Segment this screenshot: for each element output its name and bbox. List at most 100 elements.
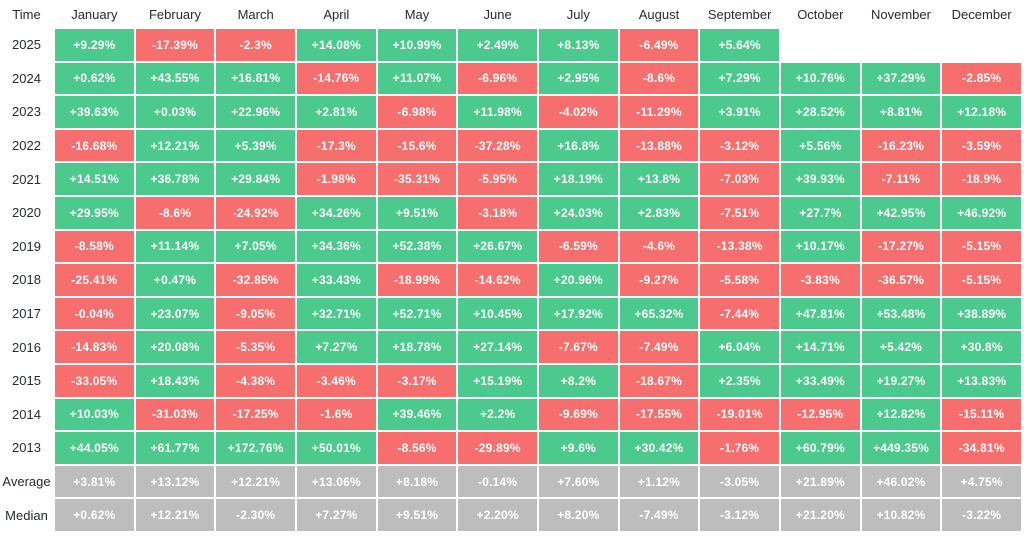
heatmap-cell: -8.58% [55, 230, 134, 263]
heatmap-cell: +50.01% [296, 432, 376, 464]
heatmap-cell: +12.82% [861, 398, 941, 431]
column-header-november: November [871, 6, 931, 22]
heatmap-cell: +0.47% [135, 264, 215, 296]
heatmap-cell: +10.99% [377, 29, 457, 61]
heatmap-cell: +6.04% [700, 331, 779, 363]
heatmap-cell: +9.51% [377, 197, 457, 229]
heatmap-cell: -31.03% [135, 398, 215, 431]
heatmap-cell: +14.71% [780, 331, 860, 363]
heatmap-cell: -19.01% [700, 398, 779, 431]
heatmap-cell: +24.03% [538, 197, 618, 229]
heatmap-cell: -36.57% [861, 264, 941, 296]
heatmap-cell: +12.21% [135, 129, 215, 162]
heatmap-cell: +13.83% [942, 365, 1021, 397]
heatmap-cell: +14.51% [55, 163, 134, 195]
heatmap-cell: -7.49% [619, 331, 699, 363]
heatmap-cell: -4.38% [216, 365, 295, 397]
heatmap-cell: +18.78% [377, 331, 457, 363]
heatmap-cell: -17.27% [861, 230, 941, 263]
column-header-august: August [638, 6, 680, 22]
heatmap-cell: +11.98% [458, 96, 537, 128]
year-row-label: 2024 [12, 70, 41, 86]
heatmap-cell: -18.99% [377, 264, 457, 296]
heatmap-cell: +7.29% [700, 62, 779, 95]
heatmap-cell: +5.42% [861, 331, 941, 363]
heatmap-cell: +2.20% [458, 499, 537, 531]
heatmap-cell: +9.51% [377, 499, 457, 531]
heatmap-cell: +5.39% [216, 129, 295, 162]
year-row-label: 2013 [12, 440, 41, 456]
heatmap-cell: -18.67% [619, 365, 699, 397]
heatmap-cell: +10.17% [780, 230, 860, 263]
heatmap-cell: -15.6% [377, 129, 457, 162]
heatmap-cell: +34.26% [296, 197, 376, 229]
heatmap-cell: +46.02% [861, 465, 941, 498]
heatmap-cell: +27.14% [458, 331, 537, 363]
heatmap-cell: -0.14% [458, 465, 537, 498]
heatmap-cell: -13.88% [619, 129, 699, 162]
heatmap-cell: -1.98% [296, 163, 376, 195]
heatmap-cell: -5.15% [942, 230, 1021, 263]
heatmap-cell: -3.83% [780, 264, 860, 296]
heatmap-cell: -7.03% [700, 163, 779, 195]
heatmap-cell: +28.52% [780, 96, 860, 128]
heatmap-cell: -2.30% [216, 499, 295, 531]
heatmap-cell: +12.21% [216, 465, 295, 498]
heatmap-cell: -3.59% [942, 129, 1021, 162]
column-header-april: April [323, 6, 350, 22]
heatmap-cell: -17.25% [216, 398, 295, 431]
heatmap-cell [781, 29, 860, 61]
year-row-label: 2019 [12, 238, 41, 254]
heatmap-cell: +47.81% [780, 297, 860, 330]
heatmap-cell: -9.05% [216, 297, 295, 330]
heatmap-cell: +19.27% [861, 365, 941, 397]
heatmap-cell: +10.45% [458, 297, 537, 330]
heatmap-cell: +53.48% [861, 297, 941, 330]
heatmap-cell: +13.8% [619, 163, 699, 195]
heatmap-cell: +1.12% [619, 465, 699, 498]
heatmap-cell: -14.62% [458, 264, 537, 296]
heatmap-cell: +3.81% [55, 465, 134, 498]
heatmap-cell: +39.46% [377, 398, 457, 431]
heatmap-cell: -0.04% [55, 297, 134, 330]
heatmap-cell: +11.07% [377, 62, 457, 95]
heatmap-cell: +14.08% [296, 29, 376, 61]
year-row-label: 2020 [12, 205, 41, 221]
heatmap-cell: +16.8% [538, 129, 618, 162]
summary-row-label: Average [2, 474, 51, 490]
heatmap-cell: -11.29% [619, 96, 699, 128]
heatmap-cell: +13.12% [135, 465, 215, 498]
heatmap-cell: +26.67% [458, 230, 537, 263]
heatmap-cell: -3.18% [458, 197, 537, 229]
heatmap-cell: -14.83% [55, 331, 134, 363]
heatmap-cell: -5.35% [216, 331, 295, 363]
heatmap-cell: -2.3% [216, 29, 295, 61]
heatmap-cell: +33.49% [780, 365, 860, 397]
heatmap-cell: +18.43% [135, 365, 215, 397]
year-row-label: 2015 [12, 373, 41, 389]
heatmap-cell: +22.96% [216, 96, 295, 128]
year-row-label: 2017 [12, 306, 41, 322]
heatmap-cell: +30.42% [619, 432, 699, 464]
heatmap-cell: -8.56% [377, 432, 457, 464]
heatmap-cell: -16.68% [55, 129, 134, 162]
heatmap-cell: +52.71% [377, 297, 457, 330]
heatmap-cell: -35.31% [377, 163, 457, 195]
heatmap-cell: +39.93% [780, 163, 860, 195]
heatmap-cell: +29.84% [216, 163, 295, 195]
heatmap-cell: -3.46% [296, 365, 376, 397]
heatmap-cell: +42.95% [861, 197, 941, 229]
heatmap-cell: +8.81% [861, 96, 941, 128]
heatmap-cell: +9.29% [55, 29, 134, 61]
heatmap-cell: +449.35% [861, 432, 941, 464]
heatmap-cell: -25.41% [55, 264, 134, 296]
heatmap-cell: -24.92% [216, 197, 295, 229]
heatmap-cell: -9.27% [619, 264, 699, 296]
heatmap-cell: +5.56% [780, 129, 860, 162]
heatmap-cell: +5.64% [700, 29, 779, 61]
heatmap-cell: -7.51% [700, 197, 779, 229]
heatmap-cell: +8.20% [538, 499, 618, 531]
heatmap-cell: -3.22% [942, 499, 1021, 531]
heatmap-cell: +4.75% [942, 465, 1021, 498]
heatmap-cell: +21.89% [780, 465, 860, 498]
